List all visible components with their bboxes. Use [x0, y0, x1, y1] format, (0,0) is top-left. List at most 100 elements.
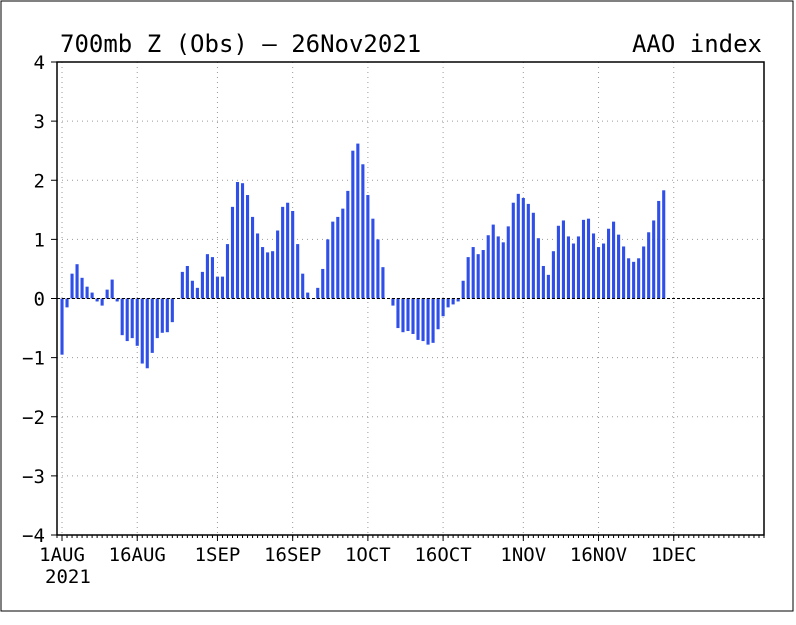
y-tick-label: 2	[34, 170, 45, 192]
bar	[186, 266, 189, 299]
bar	[406, 299, 409, 332]
bar	[341, 209, 344, 299]
bar	[65, 299, 68, 308]
bar	[662, 190, 665, 298]
bar	[421, 299, 424, 342]
bar	[452, 299, 455, 305]
bar	[622, 246, 625, 298]
bar	[306, 293, 309, 299]
bars	[60, 144, 665, 369]
bar	[647, 232, 650, 298]
bar	[351, 151, 354, 299]
bar	[271, 251, 274, 298]
bar	[552, 251, 555, 298]
bar	[181, 272, 184, 299]
bar	[76, 264, 79, 298]
bar	[276, 231, 279, 299]
x-tick-label: 1AUG	[39, 544, 85, 566]
bar	[361, 164, 364, 298]
bar	[91, 293, 94, 299]
bar	[512, 203, 515, 299]
bar	[627, 258, 630, 298]
bar	[291, 211, 294, 299]
bar	[582, 220, 585, 299]
bar	[592, 233, 595, 298]
bar	[106, 290, 109, 299]
bar	[101, 299, 104, 306]
bar	[70, 274, 73, 299]
bar	[602, 244, 605, 299]
y-tick-label: 3	[34, 111, 45, 133]
bar	[472, 247, 475, 298]
bar	[196, 288, 199, 299]
bar	[532, 213, 535, 299]
bar	[191, 281, 194, 299]
bar	[642, 246, 645, 298]
bar	[246, 195, 249, 298]
bar	[557, 226, 560, 299]
bar	[482, 250, 485, 298]
bar	[166, 299, 169, 333]
y-tick-label: 1	[34, 229, 45, 251]
y-tick-label: −1	[22, 348, 45, 370]
bar	[156, 299, 159, 339]
bar	[111, 280, 114, 299]
bar	[437, 299, 440, 330]
bar	[527, 204, 530, 299]
bar	[141, 299, 144, 364]
bar	[261, 247, 264, 298]
bar	[467, 257, 470, 298]
bar	[657, 201, 660, 299]
bar	[226, 244, 229, 298]
bar	[411, 299, 414, 334]
bar	[567, 236, 570, 298]
bar	[371, 219, 374, 299]
bar	[331, 222, 334, 299]
bar	[617, 235, 620, 299]
y-tick-label: −2	[22, 407, 45, 429]
bar	[401, 299, 404, 333]
bar	[432, 299, 435, 343]
bar	[316, 288, 319, 299]
bar	[572, 244, 575, 299]
bar	[587, 219, 590, 299]
y-tick-label: 0	[34, 289, 45, 311]
y-tick-label: −3	[22, 466, 45, 488]
bar	[381, 267, 384, 298]
bar	[336, 217, 339, 299]
bar	[151, 299, 154, 353]
bar	[266, 252, 269, 298]
bar	[607, 229, 610, 299]
bar	[121, 299, 124, 336]
bar	[256, 233, 259, 298]
bar	[366, 195, 369, 298]
x-tick-label: 16SEP	[264, 544, 321, 566]
bar	[216, 277, 219, 299]
bar	[326, 239, 329, 298]
bar	[637, 258, 640, 298]
bar	[612, 222, 615, 299]
x-tick-label: 16OCT	[414, 544, 471, 566]
bar	[462, 281, 465, 299]
x-tick-label: 16AUG	[109, 544, 166, 566]
bar	[296, 244, 299, 298]
bar	[286, 203, 289, 299]
bar	[376, 239, 379, 298]
bar	[502, 242, 505, 298]
bar	[321, 269, 324, 299]
bar	[492, 225, 495, 299]
bar	[136, 299, 139, 346]
bar	[146, 299, 149, 369]
x-tick-label: 1DEC	[651, 544, 697, 566]
bar	[171, 299, 174, 323]
bar	[281, 207, 284, 299]
bar	[301, 274, 304, 299]
year-label: 2021	[45, 566, 91, 588]
bar	[632, 262, 635, 299]
bar	[131, 299, 134, 339]
x-tick-label: 1NOV	[500, 544, 546, 566]
bar	[507, 226, 510, 298]
bar	[356, 144, 359, 299]
x-tick-label: 1OCT	[345, 544, 391, 566]
bar	[562, 220, 565, 298]
